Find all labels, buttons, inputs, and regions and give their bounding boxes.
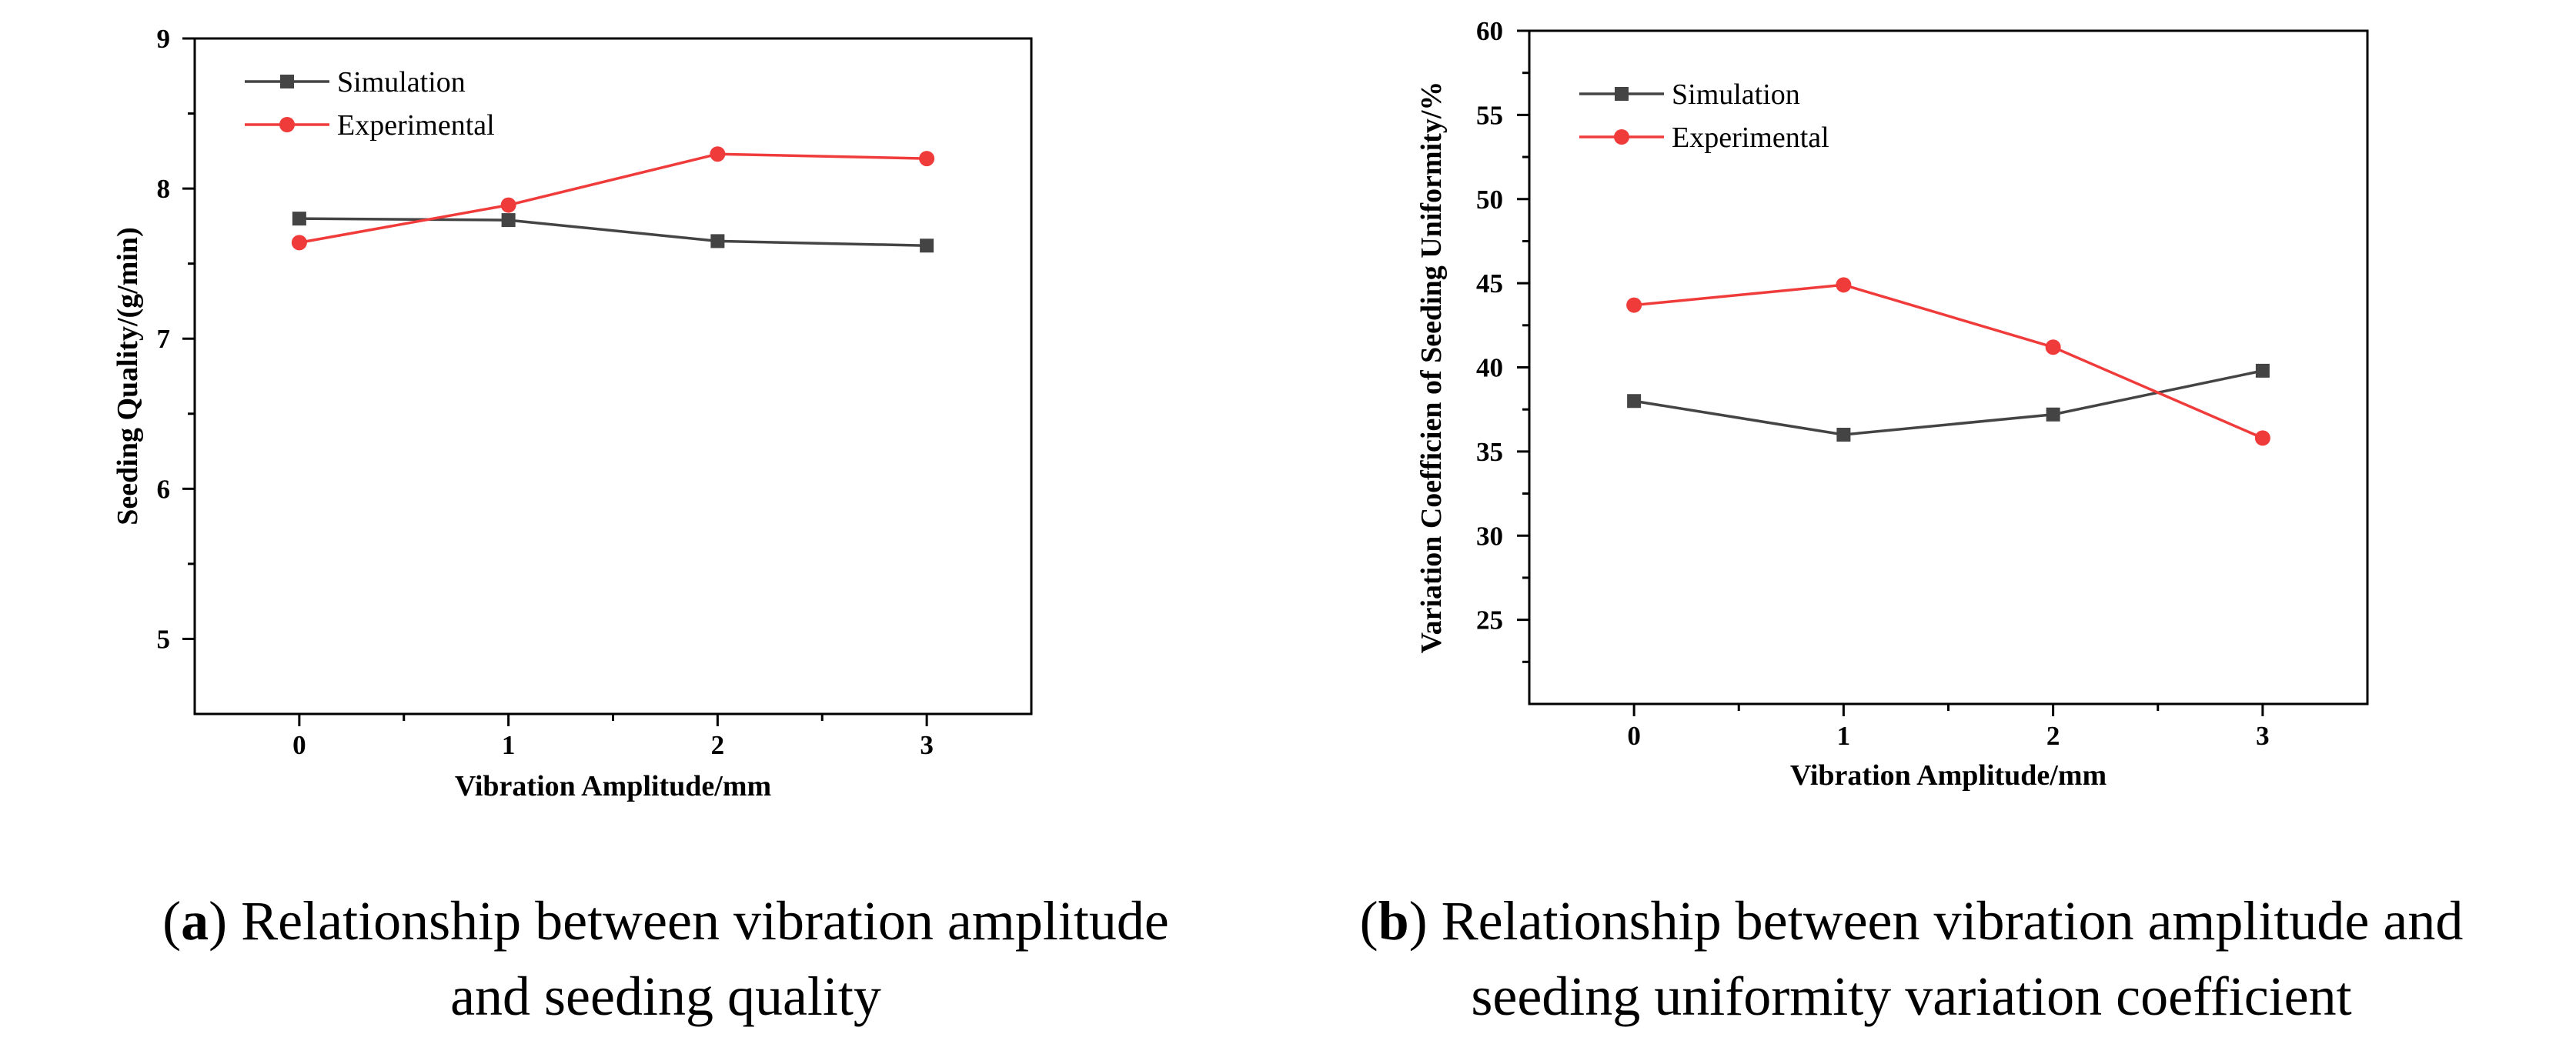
chart-a-series-line-experimental [299, 152, 927, 245]
caption-b-line2: seeding uniformity variation coefficient [1471, 966, 2352, 1027]
chart-b-data-point-simulation [1627, 394, 1642, 409]
caption-b-line1: (b) Relationship between vibration ampli… [1359, 890, 2464, 952]
chart-b-y-axis-label: Variation Coefficien of Seeding Uniformi… [1415, 82, 1448, 654]
caption-a: (a) Relationship between vibration ampli… [31, 883, 1301, 1034]
chart-a-data-point-simulation [501, 213, 516, 228]
chart-a-data-point-experimental [710, 146, 726, 162]
chart-b-series-line-experimental [1633, 283, 2264, 439]
chart-a-y-axis-label: Seeding Quality/(g/min) [112, 227, 144, 525]
chart-b-y-tick-label: 55 [1476, 100, 1503, 130]
chart-b-y-tick-label: 50 [1476, 185, 1503, 215]
chart-b-legend-marker-simulation [1615, 87, 1629, 101]
chart-b-y-tick-label: 30 [1476, 521, 1503, 551]
chart-a-data-point-experimental [500, 197, 516, 213]
chart-a-y-tick-label: 5 [157, 624, 171, 654]
chart-b-legend-marker-experimental [1614, 129, 1629, 145]
chart-a-y-tick-label: 6 [157, 474, 171, 504]
chart-b-y-tick-label: 40 [1476, 353, 1503, 383]
caption-a-letter: a [181, 890, 209, 952]
chart-a-legend-marker-simulation [280, 75, 294, 88]
chart-a-series-line-simulation [299, 217, 927, 248]
chart-a-y-tick-label: 7 [157, 324, 171, 354]
chart-b-data-point-experimental [1836, 277, 1852, 293]
chart-a-data-point-simulation [710, 234, 725, 248]
chart-a: 0 1 2 3 5 6 7 8 9 Vibration Amplitude/mm Seeding Q… [112, 24, 1033, 802]
chart-a-y-tick-label: 9 [157, 24, 171, 54]
chart-b-legend-label-experimental: Experimental [1672, 122, 1829, 154]
chart-a-legend-label-simulation: Simulation [337, 66, 466, 98]
chart-a-legend-label-experimental: Experimental [337, 109, 495, 142]
caption-a-line1-text: Relationship between vibration amplitude [241, 890, 1169, 952]
chart-b-x-tick-label: 0 [1627, 721, 1641, 751]
caption-b: (b) Relationship between vibration ampli… [1247, 883, 2576, 1034]
chart-b-data-point-simulation [2046, 407, 2060, 422]
chart-a-legend-marker-experimental [279, 117, 295, 132]
chart-a-data-point-simulation [920, 238, 934, 253]
chart-a-x-tick-label: 1 [502, 730, 516, 760]
caption-b-letter: b [1378, 890, 1409, 952]
chart-b-data-point-simulation [1836, 428, 1851, 442]
chart-b: 0 1 2 3 25 30 35 40 45 50 55 60 Vibration Amplitude/… [1415, 16, 2369, 792]
chart-b-data-point-experimental [2045, 339, 2061, 355]
chart-a-x-tick-label: 0 [292, 730, 306, 760]
chart-b-series-line-simulation [1633, 369, 2264, 436]
chart-b-y-tick-label: 25 [1476, 605, 1503, 635]
caption-a-line2: and seeding quality [450, 966, 881, 1027]
chart-b-x-tick-label: 1 [1837, 721, 1851, 751]
chart-b-plot-frame [1528, 29, 2369, 705]
chart-a-y-tick-label: 8 [157, 174, 171, 204]
chart-b-legend-label-simulation: Simulation [1672, 78, 1800, 111]
chart-b-x-axis-label: Vibration Amplitude/mm [1790, 759, 2107, 792]
chart-a-x-tick-label: 2 [711, 730, 725, 760]
chart-a-data-point-simulation [292, 212, 306, 226]
chart-b-data-point-experimental [1626, 297, 1642, 313]
chart-a-x-axis-label: Vibration Amplitude/mm [455, 770, 771, 802]
chart-a-x-tick-label: 3 [920, 730, 934, 760]
chart-a-plot-frame [193, 37, 1033, 715]
chart-b-y-tick-label: 60 [1476, 16, 1503, 46]
chart-a-data-point-experimental [919, 151, 935, 167]
chart-b-data-point-simulation [2255, 363, 2270, 378]
caption-a-line1: (a) Relationship between vibration ampli… [162, 890, 1169, 952]
chart-b-data-point-experimental [2254, 430, 2270, 446]
caption-b-line1-text: Relationship between vibration amplitude… [1441, 890, 2464, 952]
chart-b-y-tick-label: 45 [1476, 269, 1503, 299]
chart-a-data-point-experimental [291, 235, 307, 251]
chart-b-x-tick-label: 2 [2046, 721, 2060, 751]
chart-b-x-tick-label: 3 [2256, 721, 2270, 751]
chart-b-y-tick-label: 35 [1476, 437, 1503, 467]
